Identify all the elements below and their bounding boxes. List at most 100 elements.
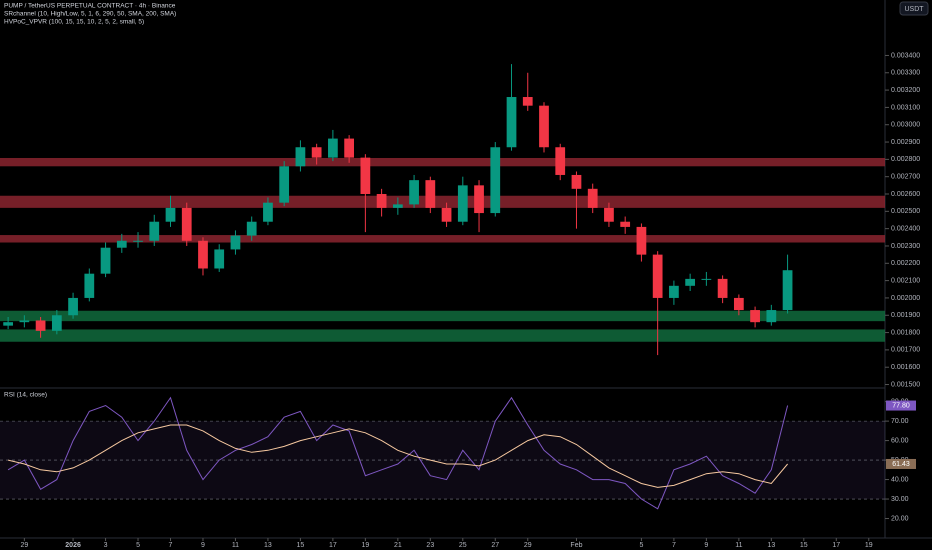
y-tick-label: 0.002700 xyxy=(891,174,920,181)
y-tick-label: 0.003100 xyxy=(891,104,920,111)
y-tick-label: 0.002100 xyxy=(891,277,920,284)
x-tick-label: 15 xyxy=(800,542,808,549)
candle-body xyxy=(782,270,793,311)
candle-body xyxy=(636,226,647,255)
y-tick-label: 0.002800 xyxy=(891,156,920,163)
x-tick-label: 5 xyxy=(639,542,643,549)
candle-body xyxy=(214,249,225,269)
x-tick-label: 9 xyxy=(201,542,205,549)
currency-label[interactable]: USDT xyxy=(904,6,924,13)
candle-body xyxy=(685,278,696,286)
candle-body xyxy=(19,320,30,323)
x-tick-label: 13 xyxy=(767,542,775,549)
x-tick-label: Feb xyxy=(570,542,582,549)
candle-body xyxy=(344,138,354,158)
x-tick-label: 27 xyxy=(491,542,499,549)
rsi-title: RSI (14, close) xyxy=(4,392,47,399)
candle-body xyxy=(701,278,712,280)
x-tick-label: 21 xyxy=(394,542,402,549)
candle-body xyxy=(652,254,663,298)
rsi-line xyxy=(7,424,788,488)
x-tick-label: 29 xyxy=(524,542,532,549)
candle-body xyxy=(717,278,728,298)
candle-body xyxy=(149,221,160,241)
y-tick-label: 0.003300 xyxy=(891,70,920,77)
currency-button[interactable] xyxy=(899,1,929,16)
candle-body xyxy=(133,240,143,242)
sr-zone xyxy=(0,195,885,208)
x-tick-label: 19 xyxy=(865,542,873,549)
candle-body xyxy=(441,207,452,222)
candle-body xyxy=(506,97,517,148)
indicator-label: SRchannel (10, High/Low, 5, 1, 6, 290, 5… xyxy=(4,11,176,18)
candle-body xyxy=(750,310,760,323)
y-tick-label: 0.001600 xyxy=(891,364,920,371)
x-tick-label: 5 xyxy=(136,542,140,549)
value-label: 61.43 xyxy=(892,461,910,468)
candle-body xyxy=(181,207,192,241)
y-tick-label: 0.002000 xyxy=(891,295,920,302)
candle-body xyxy=(766,310,777,323)
x-tick-label: 11 xyxy=(232,542,239,549)
x-tick-label: 11 xyxy=(735,542,742,549)
candle-body xyxy=(165,207,176,222)
candle-body xyxy=(392,204,403,208)
candle-body xyxy=(474,185,484,214)
rsi-line xyxy=(7,396,789,510)
indicator-label: HVPoC_VPVR (100, 15, 15, 10, 2, 5, 2, sm… xyxy=(4,19,144,26)
y-tick-label: 0.001500 xyxy=(891,381,920,388)
y-tick-label: 0.003000 xyxy=(891,122,920,129)
candle-body xyxy=(539,105,549,148)
y-tick-label: 0.001700 xyxy=(891,347,920,354)
candle-body xyxy=(490,147,501,214)
candle-body xyxy=(279,166,290,203)
candle-body xyxy=(733,297,744,311)
y-tick-label: 0.002200 xyxy=(891,260,920,267)
candle-body xyxy=(3,322,13,326)
value-label-box xyxy=(886,458,916,469)
x-tick-label: 9 xyxy=(704,542,708,549)
candle-body xyxy=(571,174,582,189)
candle-body xyxy=(587,188,598,208)
x-tick-label: 13 xyxy=(264,542,272,549)
sr-zone xyxy=(0,329,885,342)
y-tick-label: 0.002500 xyxy=(891,208,920,215)
sr-zone xyxy=(0,310,885,322)
y-tick-label: 70.00 xyxy=(891,418,909,425)
candle-body xyxy=(198,240,208,269)
candle-body xyxy=(246,221,257,236)
x-tick-label: 3 xyxy=(104,542,108,549)
chart-title: PUMP / TetherUS PERPETUAL CONTRACT · 4h … xyxy=(4,3,176,10)
candle-body xyxy=(116,240,127,248)
x-tick-label: 7 xyxy=(672,542,676,549)
x-tick-label: 17 xyxy=(832,542,840,549)
y-tick-label: 0.002300 xyxy=(891,243,920,250)
rsi-band-fill xyxy=(0,421,885,500)
x-tick-label: 15 xyxy=(297,542,305,549)
candle-body xyxy=(409,180,419,205)
y-tick-label: 0.003400 xyxy=(891,52,920,59)
value-label: 77.80 xyxy=(892,402,910,409)
candle-body xyxy=(263,202,273,222)
x-tick-label: 19 xyxy=(361,542,369,549)
candle-body xyxy=(328,138,338,158)
sr-zone xyxy=(0,235,885,243)
candle-body xyxy=(376,194,387,208)
x-tick-label: 17 xyxy=(329,542,337,549)
candle-body xyxy=(522,97,533,106)
y-tick-label: 30.00 xyxy=(891,496,909,503)
candle-body xyxy=(84,273,95,298)
candle-body xyxy=(51,315,62,331)
candle-body xyxy=(620,221,631,227)
candle-body xyxy=(100,247,111,274)
candle-body xyxy=(295,147,306,167)
y-tick-label: 0.002900 xyxy=(891,139,920,146)
y-tick-label: 0.001900 xyxy=(891,312,920,319)
x-tick-label: 29 xyxy=(20,542,28,549)
value-label-box xyxy=(886,400,916,411)
candle-body xyxy=(35,320,46,331)
x-tick-label: 23 xyxy=(426,542,434,549)
candle-body xyxy=(230,235,241,250)
